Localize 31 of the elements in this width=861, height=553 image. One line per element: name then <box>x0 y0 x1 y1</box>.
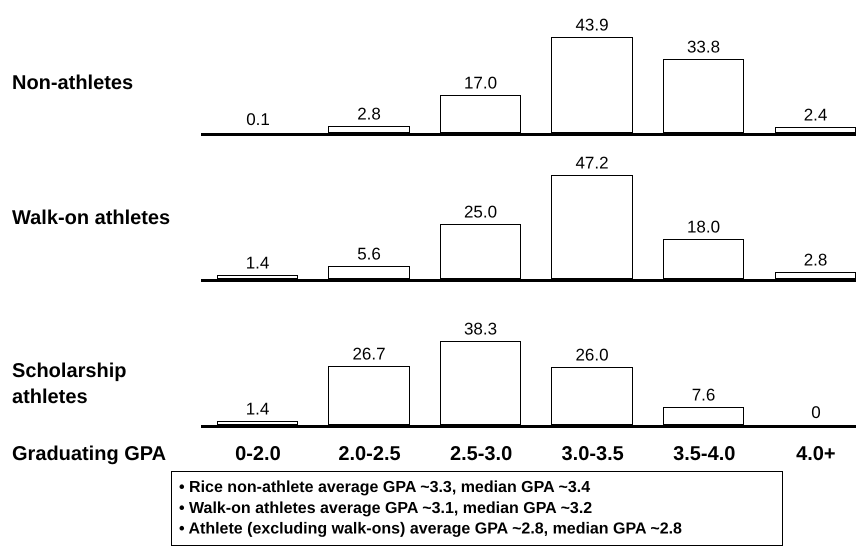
data-label: 17.0 <box>464 74 498 92</box>
data-label: 2.8 <box>357 104 381 124</box>
data-label: 26.7 <box>352 344 386 364</box>
data-label: 1.4 <box>246 400 270 418</box>
data-label: 38.3 <box>464 320 498 338</box>
data-label: 26.0 <box>575 346 609 364</box>
data-label: 1.4 <box>246 254 270 272</box>
x-axis-title: Graduating GPA <box>12 443 166 465</box>
text: • Athlete (excluding walk-ons) average GPA ~2.8, median GPA ~2.8 <box>179 520 682 538</box>
text: Walk-on athletes <box>12 207 170 229</box>
x-tick-label: 2.0-2.5 <box>338 443 401 465</box>
data-label: 43.9 <box>575 16 609 34</box>
data-label: 0.1 <box>246 110 270 129</box>
data-label: 33.8 <box>686 38 720 56</box>
data-label: 47.2 <box>575 154 609 172</box>
text: Non-athletes <box>12 72 134 94</box>
text: • Walk-on athletes average GPA ~3.1, median GPA ~3.2 <box>179 500 592 517</box>
data-label: 7.6 <box>692 386 716 404</box>
data-label: 2.8 <box>804 250 828 270</box>
data-label: 0 <box>811 403 821 422</box>
data-label: 5.6 <box>357 244 381 264</box>
x-tick-label: 0-2.0 <box>235 443 281 465</box>
x-tick-label: 4.0+ <box>796 443 836 465</box>
text: Scholarship athletes <box>12 360 126 408</box>
x-tick-label: 3.5-4.0 <box>673 443 736 465</box>
x-tick-label: 3.0-3.5 <box>562 443 624 465</box>
data-label: 18.0 <box>686 218 720 236</box>
data-label: 25.0 <box>464 202 498 222</box>
data-label: 2.4 <box>804 106 828 124</box>
x-tick-label: 2.5-3.0 <box>450 443 512 465</box>
text: • Rice non-athlete average GPA ~3.3, median GPA ~3.4 <box>179 479 590 496</box>
